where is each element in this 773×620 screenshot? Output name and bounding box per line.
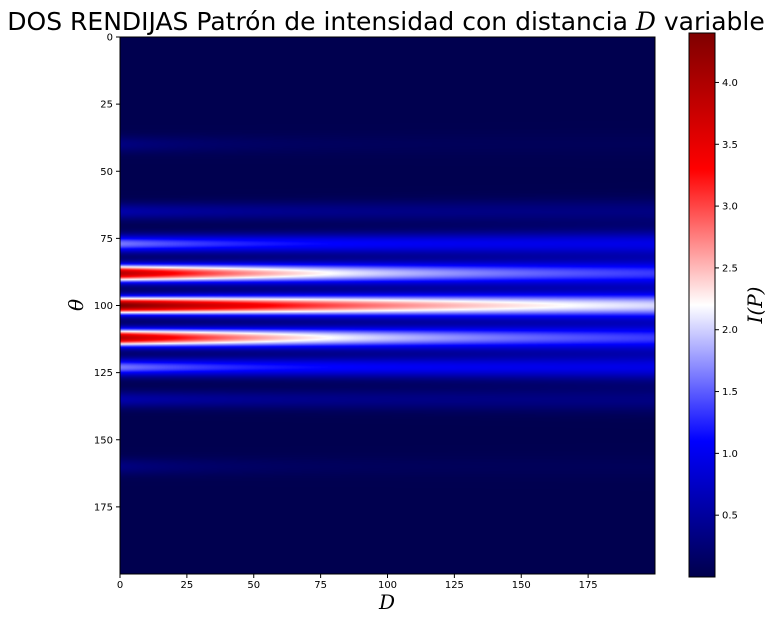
colorbar-tick-label: 2.5 [722, 263, 738, 274]
colorbar-label: I(P) [743, 287, 767, 325]
y-axis-ticks: 0 25 50 75 100 125 150 175 [94, 33, 120, 513]
colorbar-tick-label: 3.5 [722, 140, 738, 151]
y-tick-label: 75 [100, 234, 113, 245]
colorbar-tick-label: 2.0 [722, 325, 738, 336]
x-tick-label: 0 [117, 580, 123, 591]
chart-title-suffix: variable [656, 7, 765, 36]
x-axis-label: D [378, 590, 395, 614]
x-tick-label: 125 [445, 580, 464, 591]
y-tick-label: 25 [100, 100, 113, 111]
heatmap-area-container [120, 37, 655, 574]
colorbar-tick-label: 3.0 [722, 202, 738, 213]
colorbar-tick-label: 1.5 [722, 387, 738, 398]
colorbar-tick-label: 1.0 [722, 449, 738, 460]
y-tick-label: 175 [94, 502, 113, 513]
x-tick-label: 150 [512, 580, 531, 591]
chart-title-italic: D [635, 7, 656, 36]
chart-title: DOS RENDIJAS Patrón de intensidad con di… [7, 7, 764, 36]
y-tick-label: 0 [107, 33, 113, 44]
x-tick-label: 175 [579, 580, 598, 591]
chart-title-prefix: DOS RENDIJAS Patrón de intensidad con di… [7, 7, 636, 36]
colorbar-tick-label: 0.5 [722, 511, 738, 522]
y-axis-label: θ [64, 299, 88, 311]
y-tick-label: 125 [94, 368, 113, 379]
x-tick-label: 75 [314, 580, 327, 591]
x-tick-label: 50 [247, 580, 260, 591]
y-tick-label: 150 [94, 435, 113, 446]
x-axis-ticks: 0 25 50 75 100 125 150 175 [117, 574, 598, 591]
y-tick-label: 100 [94, 301, 113, 312]
colorbar-ticks: 0.5 1.0 1.5 2.0 2.5 3.0 3.5 4.0 [715, 78, 738, 522]
y-tick-label: 50 [100, 167, 113, 178]
heatmap-canvas [120, 37, 655, 574]
colorbar-tick-label: 4.0 [722, 78, 738, 89]
x-tick-label: 25 [181, 580, 194, 591]
x-tick-label: 100 [378, 580, 397, 591]
colorbar [688, 32, 716, 578]
